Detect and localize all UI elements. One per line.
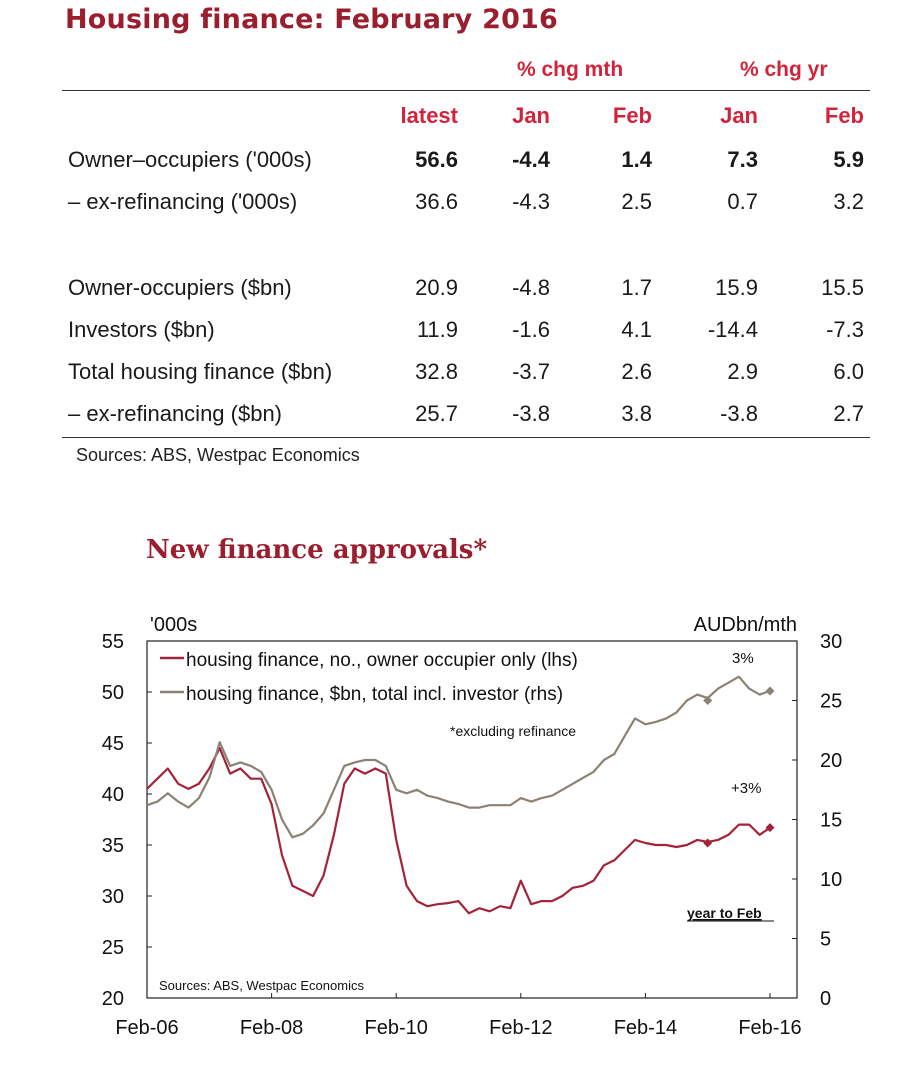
table-row: – ex-refinancing ($bn) 25.7 -3.8 3.8 -3.… [62,393,870,435]
cell-yr-feb: 5.9 [833,147,864,172]
x-tick-label: Feb-14 [614,1017,677,1039]
annotation-pct-top: 3% [732,650,754,667]
col-header-mth-feb: Feb [612,103,652,128]
cell-mth-feb: 2.5 [621,189,652,214]
cell-latest: 36.6 [415,189,458,214]
cell-latest: 56.6 [415,147,458,172]
right-tick-label: 25 [820,691,842,713]
left-tick-label: 55 [102,631,124,653]
year-to-feb-marker [765,686,775,696]
x-tick-label: Feb-10 [365,1017,428,1039]
left-tick-label: 30 [102,886,124,908]
cell-mth-feb: 1.4 [621,147,652,172]
cell-mth-jan: -4.8 [512,275,550,300]
group-header-year: % chg yr [740,58,828,81]
page-title: Housing finance: February 2016 [65,4,559,35]
left-axis-unit: '000s [150,614,197,636]
cell-latest: 11.9 [416,317,458,342]
series-line-owner-occupier [146,747,771,915]
cell-yr-jan: 15.9 [715,275,758,300]
row-label: – ex-refinancing ('000s) [68,189,298,214]
col-header-latest: latest [400,103,458,128]
cell-mth-feb: 3.8 [621,401,652,426]
table-row: Owner–occupiers ('000s) 56.6 -4.4 1.4 7.… [62,139,870,181]
cell-mth-jan: -4.4 [512,147,550,172]
left-tick-label: 25 [102,937,124,959]
col-header-mth-jan: Jan [512,103,550,128]
cell-yr-feb: 2.7 [833,401,864,426]
annotation-excluding-refinance: *excluding refinance [450,723,576,739]
table-bottom-rule [62,437,870,438]
cell-yr-feb: 3.2 [833,189,864,214]
finance-approvals-chart: 20 25 30 35 40 45 50 55 0 5 10 15 20 25 30 Feb-06 Feb-08… [102,614,843,1039]
row-label: Owner-occupiers ($bn) [68,275,292,300]
series-line-total-finance [146,675,771,839]
right-tick-label: 20 [820,750,842,772]
chart-title: New finance approvals* [146,535,488,565]
legend-label-owner: housing finance, no., owner occupier onl… [186,650,578,671]
cell-mth-feb: 2.6 [621,359,652,384]
group-header-month: % chg mth [517,58,624,81]
right-tick-label: 30 [820,631,842,653]
col-header-yr-jan: Jan [720,103,758,128]
x-tick-label: Feb-06 [115,1017,178,1039]
year-to-feb-marker [765,823,775,833]
cell-yr-jan: 0.7 [727,189,758,214]
table-header-row: latest Jan Feb Jan Feb [62,91,870,139]
right-tick-label: 5 [820,929,831,951]
legend-label-total: housing finance, $bn, total incl. invest… [186,684,563,705]
cell-latest: 32.8 [415,359,458,384]
cell-mth-jan: -1.6 [512,317,550,342]
cell-yr-jan: 2.9 [727,359,758,384]
left-tick-label: 40 [102,784,124,806]
right-tick-label: 15 [820,810,842,832]
row-label: Owner–occupiers ('000s) [68,147,312,172]
table-row: Total housing finance ($bn) 32.8 -3.7 2.… [62,351,870,393]
row-label: Investors ($bn) [68,317,215,342]
table-top-rule [62,90,870,91]
annotation-year-to: year to Feb [687,905,762,921]
table-row: – ex-refinancing ('000s) 36.6 -4.3 2.5 0… [62,181,870,223]
housing-finance-table: % chg mth % chg yr latest Jan Feb Jan Fe… [62,56,870,438]
right-tick-label: 10 [820,869,842,891]
left-tick-label: 20 [102,988,124,1010]
table-group-header-row: % chg mth % chg yr [62,56,870,90]
cell-yr-jan: 7.3 [727,147,758,172]
x-tick-label: Feb-08 [240,1017,303,1039]
row-label: – ex-refinancing ($bn) [68,401,283,426]
cell-mth-feb: 1.7 [621,275,652,300]
x-tick-label: Feb-12 [489,1017,552,1039]
right-axis-unit: AUDbn/mth [694,614,797,636]
cell-mth-jan: -4.3 [512,189,550,214]
left-tick-label: 45 [102,733,124,755]
col-header-yr-feb: Feb [824,103,864,128]
table-source-note: Sources: ABS, Westpac Economics [76,445,360,465]
cell-latest: 20.9 [415,275,458,300]
cell-latest: 25.7 [415,401,458,426]
year-to-feb-marker [703,838,713,848]
year-to-feb-marker [703,696,713,705]
left-tick-label: 35 [102,835,124,857]
cell-yr-feb: -7.3 [826,317,864,342]
annotation-pct-bottom: +3% [731,780,761,797]
cell-yr-feb: 15.5 [821,275,864,300]
cell-yr-feb: 6.0 [833,359,864,384]
cell-mth-jan: -3.7 [512,359,550,384]
cell-mth-jan: -3.8 [512,401,550,426]
table-row: Owner-occupiers ($bn) 20.9 -4.8 1.7 15.9… [62,267,870,309]
left-tick-label: 50 [102,682,124,704]
right-tick-label: 0 [820,988,831,1010]
x-tick-label: Feb-16 [738,1017,801,1039]
cell-yr-jan: -14.4 [707,317,758,342]
table-spacer [62,223,870,267]
cell-yr-jan: -3.8 [720,401,758,426]
table-row: Investors ($bn) 11.9 -1.6 4.1 -14.4 -7.3 [62,309,870,351]
chart-source-note: Sources: ABS, Westpac Economics [159,978,364,993]
row-label: Total housing finance ($bn) [68,359,333,384]
cell-mth-feb: 4.1 [621,317,652,342]
